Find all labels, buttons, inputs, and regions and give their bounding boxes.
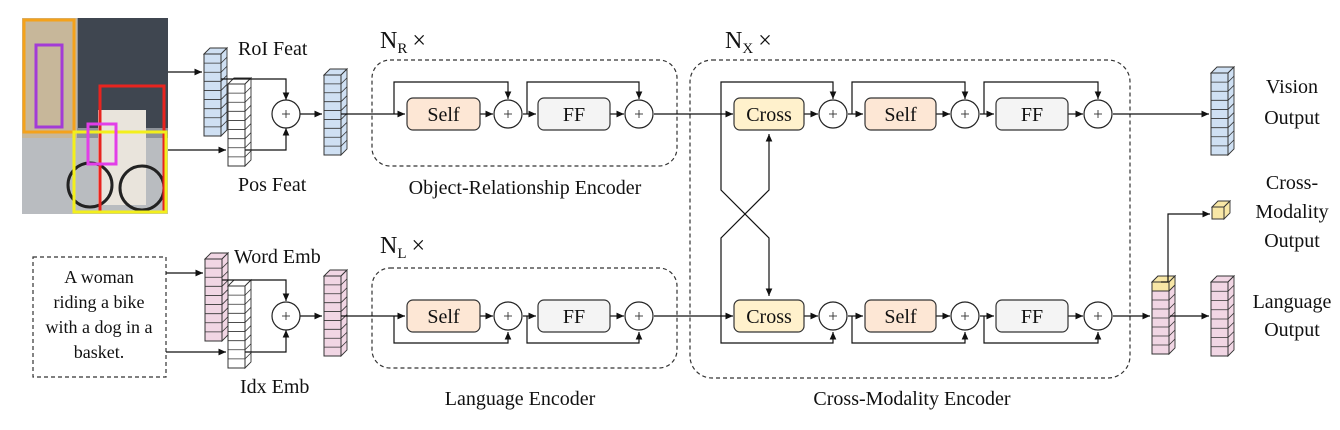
self-block-label: Self [427,306,460,328]
sentence-line: A woman [64,267,134,287]
input-sentence-box: A woman riding a bike with a dog in a ba… [32,256,167,378]
plus-circle [493,99,523,129]
ff-block-label: FF [1021,306,1043,328]
pos-feat-label: Pos Feat [238,174,307,196]
ff-block-label: FF [563,306,585,328]
self-block: Self [864,97,937,131]
residual-add-circles [493,99,1113,331]
cross-modality-output-label: Cross- [1266,172,1318,194]
pos-feat-stack [226,76,253,168]
ff-block: FF [537,299,611,333]
word-emb-label: Word Emb [234,246,321,268]
image-thumbnail-icon [22,18,168,214]
sentence-line: riding a bike [54,292,145,312]
ff-block: FF [537,97,611,131]
language-output-stack [1209,274,1236,358]
cross-block: Cross [733,97,805,131]
plus-circle [950,99,980,129]
self-block-label: Self [427,104,460,126]
plus-circle [818,99,848,129]
cross-block: Cross [733,299,805,333]
object-relationship-encoder-label: Object-Relationship Encoder [409,177,642,199]
language-encoder-container [371,267,678,369]
self-block: Self [864,299,937,333]
cross-block-label: Cross [746,104,792,126]
cross-modality-encoder-label: Cross-Modality Encoder [813,388,1011,410]
plus-circle [950,301,980,331]
encoder-wiring [341,81,1210,344]
cross-block-label: Cross [746,306,792,328]
plus-circle-language-embed [271,301,301,331]
sentence-line: with a dog in a [46,317,153,337]
detection-box-orange [22,18,76,134]
plus-circle [624,301,654,331]
ff-block: FF [995,299,1069,333]
cross-modality-encoder-container [689,59,1131,379]
self-block-label: Self [884,306,917,328]
word-emb-stack [203,251,230,343]
language-embed-stack [322,268,349,358]
ff-block: FF [995,97,1069,131]
plus-circle [1083,99,1113,129]
input-wiring [166,68,322,356]
language-encoder-label: Language Encoder [445,388,596,410]
idx-emb-label: Idx Emb [240,376,309,398]
feature-stacks [202,46,1236,370]
language-output-label: Language [1253,291,1332,313]
self-block-label: Self [884,104,917,126]
object-relationship-encoder-container [371,59,678,167]
detection-box-yellow [72,130,168,214]
sentence-line: basket. [74,342,124,362]
cross-modality-token [1150,274,1177,293]
detection-box-purple [34,43,64,129]
language-output-label: Output [1264,319,1320,341]
encoder-blocks: Self FF Self FF Cross Self FF Cross Self FF [406,97,1069,333]
roi-feat-stack [202,46,229,138]
ff-block-label: FF [1021,104,1043,126]
object-relationship-repeat-label: NR × [380,28,426,57]
plus-circle [624,99,654,129]
cross-modality-output-label: Modality [1255,201,1328,223]
plus-circle [818,301,848,331]
language-repeat-label: NL × [380,233,425,262]
cross-modality-repeat-label: NX × [725,28,772,57]
detection-box-magenta [86,122,118,166]
vision-embed-stack [322,67,349,157]
self-block: Self [406,299,481,333]
vision-output-label: Output [1264,107,1320,129]
vision-output-stack [1209,65,1236,157]
roi-feat-label: RoI Feat [238,38,308,60]
plus-circle [1083,301,1113,331]
cross-modality-output-cube [1210,199,1232,221]
vision-output-label: Vision [1266,76,1318,98]
plus-circle [493,301,523,331]
ff-block-label: FF [563,104,585,126]
cross-modality-output-label: Output [1264,230,1320,252]
plus-circle-vision-embed [271,99,301,129]
self-block: Self [406,97,481,131]
idx-emb-stack [226,278,253,370]
